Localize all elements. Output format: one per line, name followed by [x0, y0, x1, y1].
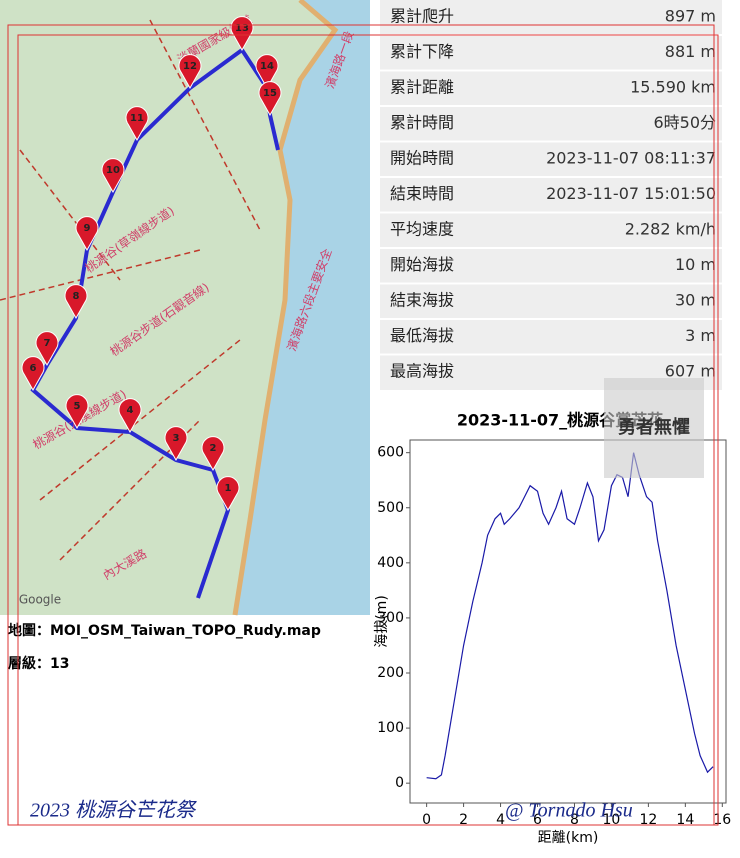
pin-label: 8 [73, 291, 80, 302]
pin [178, 54, 202, 90]
stamp [604, 378, 704, 478]
stat-label: 平均速度 [390, 220, 454, 239]
map-label: Google [19, 593, 61, 607]
pin [258, 81, 282, 117]
plot-frame [409, 439, 727, 804]
pin-label: 12 [183, 61, 197, 72]
x-tick-label: 16 [713, 812, 731, 828]
x-tick-label: 8 [570, 812, 579, 828]
stats-panel [380, 0, 722, 390]
stat-label: 累計下降 [390, 42, 454, 61]
stat-label: 累計爬升 [390, 7, 454, 26]
stat-label: 最低海拔 [390, 326, 454, 345]
event-watermark: 2023 桃源谷芒花祭 [30, 800, 197, 822]
map-source: 地圖：MOI_OSM_Taiwan_TOPO_Rudy.map [8, 622, 321, 639]
pin [65, 394, 89, 430]
sea [235, 0, 370, 615]
stat-label: 開始時間 [390, 149, 454, 168]
pin-label: 13 [235, 23, 249, 34]
stat-label: 累計時間 [390, 113, 454, 132]
frame [17, 34, 719, 826]
y-tick-label: 600 [377, 445, 404, 461]
x-tick-label: 2 [459, 812, 468, 828]
stat-value: 6時50分 [653, 113, 716, 132]
pin-label: 6 [30, 363, 37, 374]
stat-value: 3 m [685, 326, 716, 345]
pin-label: 5 [74, 401, 81, 412]
author-watermark: @ Tornado Hsu [505, 800, 633, 822]
x-tick-label: 12 [639, 812, 657, 828]
pin-label: 11 [130, 113, 144, 124]
stat-label: 最高海拔 [390, 362, 454, 381]
pin [118, 398, 142, 434]
y-tick-label: 300 [377, 610, 404, 626]
y-tick-label: 400 [377, 555, 404, 571]
stat-value: 607 m [665, 362, 716, 381]
stat-label: 累計距離 [390, 78, 454, 97]
x-tick-label: 6 [533, 812, 542, 828]
x-tick-label: 4 [496, 812, 505, 828]
stat-value: 10 m [675, 255, 716, 274]
y-tick-label: 0 [395, 775, 404, 791]
pin [125, 106, 149, 142]
map-level: 層級：13 [8, 655, 69, 672]
stamp-text: 勇者無懼 [618, 416, 690, 438]
stat-value: 897 m [665, 7, 716, 26]
y-tick-label: 500 [377, 500, 404, 516]
trails [0, 19, 261, 561]
pin [164, 426, 188, 462]
y-tick-label: 100 [377, 720, 404, 736]
pin-label: 15 [263, 88, 277, 99]
x-axis-label: 距離(km) [538, 829, 599, 846]
stat-value: 30 m [675, 291, 716, 310]
x-tick-label: 14 [676, 812, 694, 828]
pin [201, 436, 225, 472]
stat-value: 881 m [665, 42, 716, 61]
y-axis-label: 海拔(m) [374, 595, 390, 648]
pin [101, 158, 125, 194]
pin [255, 54, 279, 90]
pin [216, 476, 240, 512]
pin-label: 2 [210, 443, 217, 454]
stat-value: 2.282 km/h [625, 220, 716, 239]
pin-label: 3 [173, 433, 180, 444]
pin [35, 331, 59, 367]
stat-label: 開始海拔 [390, 255, 454, 274]
pin-label: 9 [84, 223, 91, 234]
pin-label: 10 [106, 165, 120, 176]
pin-label: 7 [44, 338, 51, 349]
elevation-line [426, 452, 714, 780]
stat-value: 2023-11-07 15:01:50 [546, 184, 716, 203]
pin [64, 284, 88, 320]
y-tick-label: 200 [377, 665, 404, 681]
x-tick-label: 0 [422, 812, 431, 828]
pin [75, 216, 99, 252]
pin-label: 4 [127, 405, 134, 416]
pin-label: 1 [225, 483, 232, 494]
x-tick-label: 10 [603, 812, 621, 828]
coast-road [232, 0, 339, 616]
stat-value: 2023-11-07 08:11:37 [546, 149, 716, 168]
stat-label: 結束海拔 [390, 291, 454, 310]
pin-label: 14 [260, 61, 274, 72]
stat-label: 結束時間 [390, 184, 454, 203]
stat-value: 15.590 km [630, 78, 716, 97]
pin [21, 356, 45, 392]
